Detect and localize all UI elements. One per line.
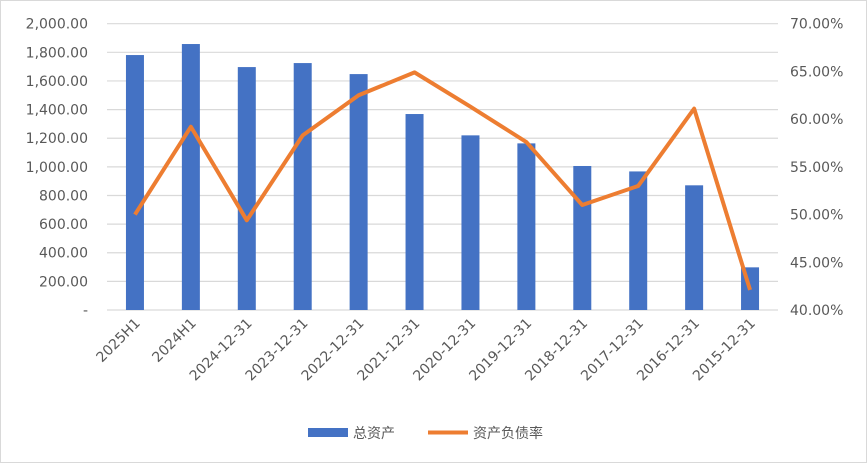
- left-tick-label: 1,200.00: [26, 131, 88, 147]
- left-tick-label: 1,400.00: [26, 103, 88, 119]
- bar: [237, 67, 256, 310]
- line-series: [133, 70, 752, 291]
- right-tick-label: 45.00%: [790, 255, 843, 271]
- right-tick-label: 65.00%: [790, 64, 843, 80]
- bar: [349, 74, 368, 310]
- right-tick-label: 50.00%: [790, 208, 843, 224]
- left-tick-label: 600.00: [39, 217, 88, 233]
- ratio-line: [133, 70, 752, 291]
- bar: [405, 114, 424, 310]
- left-tick-label: 1,600.00: [26, 74, 88, 90]
- left-tick-label: 2,000.00: [26, 17, 88, 33]
- left-tick-label: 400.00: [39, 246, 88, 262]
- bar-series: [125, 44, 760, 310]
- bar: [293, 63, 312, 310]
- right-tick-label: 60.00%: [790, 112, 843, 128]
- left-tick-label: 1,000.00: [26, 160, 88, 176]
- right-tick-label: 40.00%: [790, 303, 843, 319]
- gridlines: [107, 23, 778, 311]
- bar: [181, 44, 200, 310]
- left-tick-label: -: [83, 303, 88, 319]
- bar: [629, 171, 648, 310]
- left-tick-label: 800.00: [39, 188, 88, 204]
- legend-line-label: 资产负债率: [473, 425, 543, 442]
- legend-bar-swatch: [308, 428, 348, 437]
- bar: [461, 135, 480, 310]
- legend: 总资产 资产负债率: [308, 425, 543, 442]
- bar: [573, 165, 592, 310]
- right-tick-label: 70.00%: [790, 17, 843, 33]
- right-axis: 40.00% 45.00% 50.00% 55.00% 60.00% 65.00% 70.0…: [790, 17, 843, 319]
- bar: [685, 185, 704, 310]
- legend-bar-label: 总资产: [353, 426, 395, 442]
- right-tick-label: 55.00%: [790, 160, 843, 176]
- bar: [125, 55, 144, 310]
- left-tick-label: 1,800.00: [26, 45, 88, 61]
- bar: [517, 143, 536, 310]
- left-tick-label: 200.00: [39, 274, 88, 290]
- left-axis: - 200.00 400.00 600.00 800.00 1,000.00 1,200.0…: [26, 17, 88, 319]
